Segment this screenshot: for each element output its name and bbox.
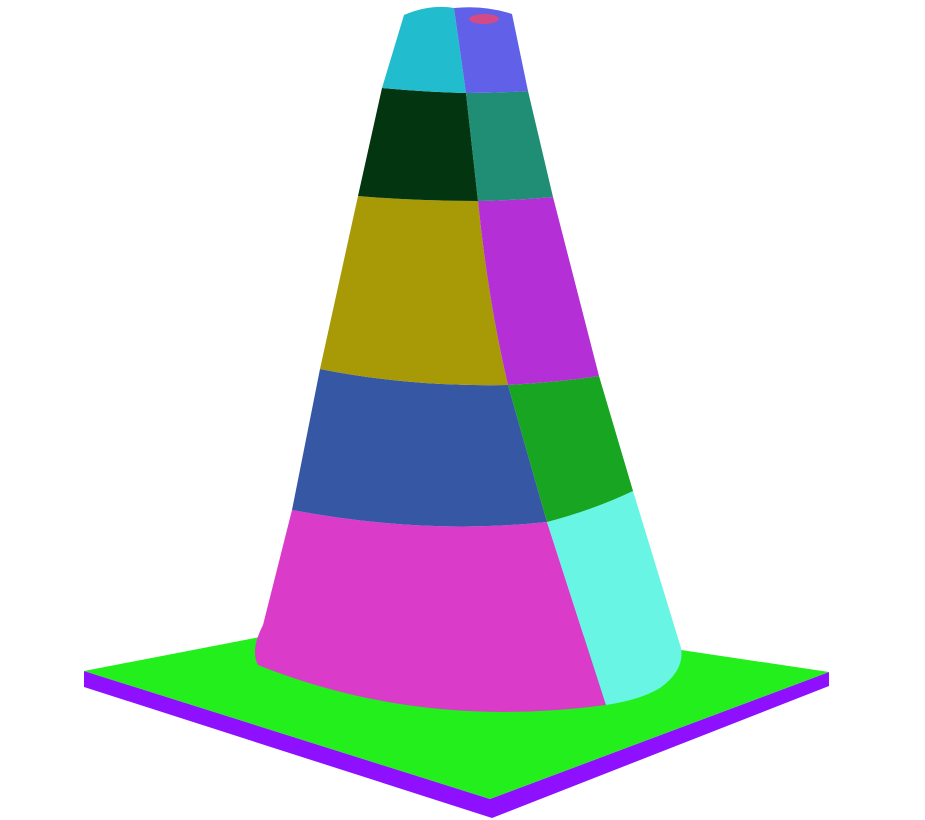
cone-band-2-left	[358, 88, 478, 201]
cone-band-4-left	[292, 369, 547, 527]
cone-band-3-left	[320, 196, 508, 386]
cone-band-3-right	[478, 197, 599, 385]
cone-band-1-left	[382, 6, 466, 93]
cone-band-2-right	[466, 91, 553, 201]
cone-base-side	[84, 671, 829, 818]
cone-band-5-left	[254, 510, 606, 712]
cone-band-1-right	[454, 7, 528, 93]
cone-band-5-right	[547, 491, 682, 705]
cone-top-opening	[469, 14, 499, 24]
cone-band-4-right	[508, 376, 633, 522]
